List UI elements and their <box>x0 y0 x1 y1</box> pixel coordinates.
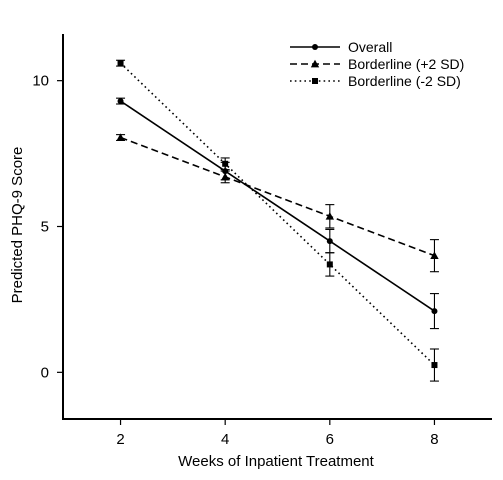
legend-item-1: Borderline (+2 SD) <box>290 56 464 72</box>
x-ticks: 2 4 6 8 <box>116 419 439 448</box>
x-tick-label: 4 <box>221 431 229 448</box>
series-1 <box>116 133 439 273</box>
series-layer <box>116 59 439 382</box>
series-0 <box>116 97 439 330</box>
legend-item-0: Overall <box>290 39 392 55</box>
x-tick-label: 2 <box>116 431 124 448</box>
x-axis-title: Weeks of Inpatient Treatment <box>178 453 374 470</box>
series-line <box>120 100 435 312</box>
data-point <box>326 238 333 245</box>
y-axis-title: Predicted PHQ-9 Score <box>9 147 26 304</box>
y-tick-label: 5 <box>41 219 49 236</box>
data-point <box>117 60 124 67</box>
data-point <box>430 251 439 260</box>
x-tick-label: 8 <box>430 431 438 448</box>
data-point <box>116 133 125 141</box>
data-point <box>431 308 438 315</box>
y-tick-label: 0 <box>41 364 49 381</box>
data-point <box>325 212 335 220</box>
data-point <box>220 172 230 181</box>
legend-marker <box>312 44 318 50</box>
series-line <box>119 62 436 366</box>
data-point <box>222 160 229 167</box>
x-tick-label: 6 <box>326 431 334 448</box>
data-point <box>431 362 438 369</box>
data-point <box>117 98 124 105</box>
legend-item-2: Borderline (-2 SD) <box>290 73 461 89</box>
legend-label: Borderline (-2 SD) <box>348 73 461 89</box>
legend-marker <box>312 78 318 84</box>
legend-label: Overall <box>348 39 392 55</box>
y-tick-label: 10 <box>32 73 49 90</box>
data-point <box>326 261 333 268</box>
y-ticks: 0 5 10 <box>32 73 63 381</box>
legend-label: Borderline (+2 SD) <box>348 56 464 72</box>
axes <box>62 34 492 420</box>
series-2 <box>116 59 439 382</box>
legend-marker <box>310 59 320 68</box>
series-line <box>120 136 435 257</box>
